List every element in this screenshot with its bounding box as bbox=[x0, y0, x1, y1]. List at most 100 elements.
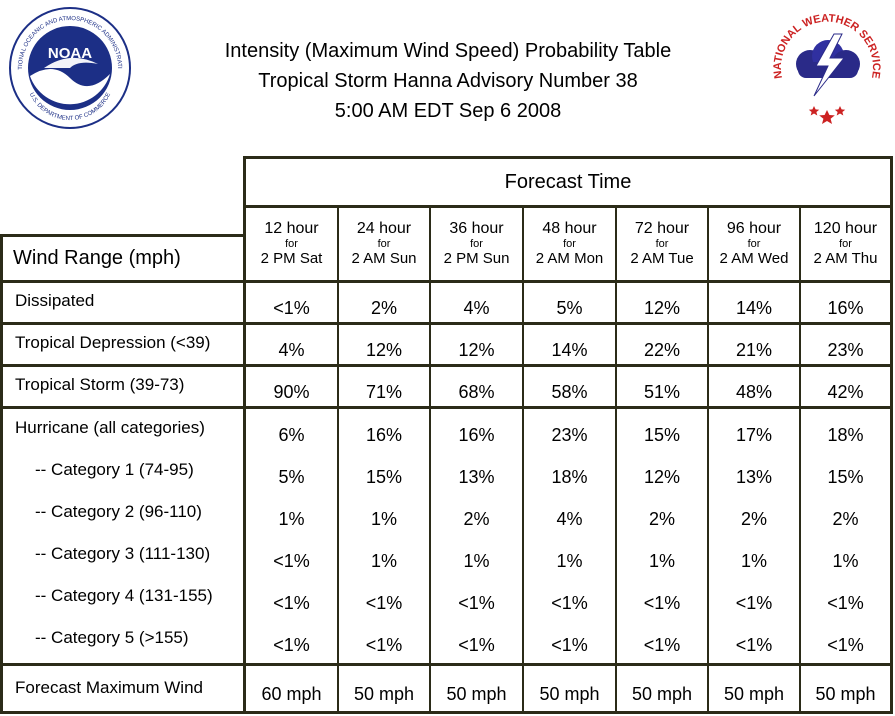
probability-cell: <1% bbox=[273, 593, 310, 613]
probability-cell: <1% bbox=[551, 635, 588, 655]
probability-cell: 5% bbox=[556, 298, 583, 318]
grid-line bbox=[243, 156, 893, 159]
column-for: for bbox=[470, 238, 483, 250]
probability-cell: <1% bbox=[551, 593, 588, 613]
probability-cell: 51% bbox=[643, 382, 681, 402]
row-label: -- Category 5 (>155) bbox=[35, 628, 189, 647]
column-header: 72 hour for 2 AM Tue bbox=[617, 220, 707, 278]
row-label: Hurricane (all categories) bbox=[15, 418, 205, 437]
probability-cell: <1% bbox=[458, 593, 495, 613]
noaa-logo: NOAA NATIONAL OCEANIC AND ATMOSPHERIC AD… bbox=[8, 6, 131, 129]
forecast-max-wind-cell: 50 mph bbox=[815, 684, 876, 704]
column-header: 120 hour for 2 AM Thu bbox=[801, 220, 890, 278]
probability-cell: 15% bbox=[365, 467, 403, 487]
probability-cell: 21% bbox=[735, 340, 773, 360]
probability-cell: <1% bbox=[458, 635, 495, 655]
title-line-1: Intensity (Maximum Wind Speed) Probabili… bbox=[224, 40, 672, 62]
column-hour: 72 hour bbox=[634, 220, 690, 237]
probability-cell: 1% bbox=[740, 551, 767, 571]
column-header: 96 hour for 2 AM Wed bbox=[709, 220, 799, 278]
column-hour: 36 hour bbox=[449, 220, 504, 237]
column-header: 12 hour for 2 PM Sat bbox=[246, 220, 337, 278]
probability-cell: 58% bbox=[551, 382, 588, 402]
column-for: for bbox=[839, 238, 852, 250]
probability-cell: 5% bbox=[278, 467, 305, 487]
column-when: 2 AM Wed bbox=[719, 250, 789, 267]
probability-cell: 18% bbox=[551, 467, 588, 487]
probability-cell: 1% bbox=[370, 509, 397, 529]
grid-line bbox=[615, 205, 617, 714]
probability-cell: 2% bbox=[832, 509, 859, 529]
probability-cell: 16% bbox=[365, 425, 403, 445]
probability-cell: <1% bbox=[365, 635, 403, 655]
probability-cell: 23% bbox=[827, 340, 864, 360]
probability-cell: <1% bbox=[643, 593, 681, 613]
probability-cell: <1% bbox=[643, 635, 681, 655]
probability-cell: <1% bbox=[735, 635, 773, 655]
grid-line bbox=[0, 364, 893, 367]
probability-cell: 4% bbox=[463, 298, 490, 318]
probability-cell: 71% bbox=[365, 382, 403, 402]
grid-line bbox=[799, 205, 801, 714]
grid-line bbox=[890, 156, 893, 714]
probability-cell: 6% bbox=[278, 425, 305, 445]
title-line-3: 5:00 AM EDT Sep 6 2008 bbox=[334, 100, 562, 122]
probability-cell: <1% bbox=[273, 298, 310, 318]
probability-cell: <1% bbox=[735, 593, 773, 613]
grid-line bbox=[429, 205, 431, 714]
grid-line bbox=[0, 711, 893, 714]
probability-cell: <1% bbox=[273, 635, 310, 655]
column-for: for bbox=[377, 238, 391, 250]
title-line-2: Tropical Storm Hanna Advisory Number 38 bbox=[258, 70, 638, 92]
probability-cell: 4% bbox=[556, 509, 583, 529]
probability-cell: 17% bbox=[735, 425, 773, 445]
forecast-max-wind-cell: 50 mph bbox=[353, 684, 415, 704]
probability-cell: 1% bbox=[370, 551, 397, 571]
probability-cell: 13% bbox=[458, 467, 495, 487]
nws-logo: NATIONAL WEATHER SERVICE bbox=[769, 9, 885, 125]
probability-cell: 2% bbox=[370, 298, 397, 318]
column-hour: 48 hour bbox=[542, 220, 597, 237]
probability-cell: <1% bbox=[827, 635, 864, 655]
column-when: 2 AM Mon bbox=[535, 250, 604, 267]
forecast-time-header: Forecast Time bbox=[504, 171, 632, 193]
column-hour: 24 hour bbox=[356, 220, 412, 237]
probability-cell: 12% bbox=[643, 467, 681, 487]
probability-cell: 2% bbox=[740, 509, 767, 529]
grid-line bbox=[0, 322, 893, 325]
probability-cell: 16% bbox=[458, 425, 495, 445]
probability-cell: 48% bbox=[735, 382, 773, 402]
grid-line bbox=[522, 205, 524, 714]
probability-cell: 42% bbox=[827, 382, 864, 402]
probability-cell: <1% bbox=[365, 593, 403, 613]
svg-text:NOAA: NOAA bbox=[48, 45, 92, 62]
probability-cell: 16% bbox=[827, 298, 864, 318]
row-label-forecast-max-wind: Forecast Maximum Wind bbox=[15, 678, 203, 697]
column-header: 48 hour for 2 AM Mon bbox=[524, 220, 615, 278]
column-when: 2 AM Sun bbox=[351, 250, 417, 267]
grid-line bbox=[0, 280, 893, 283]
probability-cell: <1% bbox=[273, 551, 310, 571]
probability-cell: 1% bbox=[556, 551, 583, 571]
probability-cell: 2% bbox=[648, 509, 675, 529]
probability-cell: 1% bbox=[278, 509, 305, 529]
row-label: Tropical Depression (<39) bbox=[15, 333, 211, 352]
row-label: Dissipated bbox=[15, 291, 95, 310]
probability-cell: 4% bbox=[278, 340, 305, 360]
column-hour: 96 hour bbox=[726, 220, 782, 237]
row-label: Tropical Storm (39-73) bbox=[15, 375, 185, 394]
column-for: for bbox=[655, 238, 669, 250]
forecast-max-wind-cell: 60 mph bbox=[261, 684, 322, 704]
row-label: -- Category 1 (74-95) bbox=[35, 460, 194, 479]
probability-cell: 12% bbox=[365, 340, 403, 360]
wind-range-header: Wind Range (mph) bbox=[13, 247, 181, 269]
forecast-max-wind-cell: 50 mph bbox=[446, 684, 507, 704]
grid-line bbox=[0, 234, 245, 237]
forecast-max-wind-cell: 50 mph bbox=[631, 684, 693, 704]
grid-line bbox=[337, 205, 339, 714]
page-title: Intensity (Maximum Wind Speed) Probabili… bbox=[150, 36, 746, 126]
grid-line bbox=[243, 156, 246, 714]
column-when: 2 AM Tue bbox=[630, 250, 694, 267]
probability-cell: 13% bbox=[735, 467, 773, 487]
